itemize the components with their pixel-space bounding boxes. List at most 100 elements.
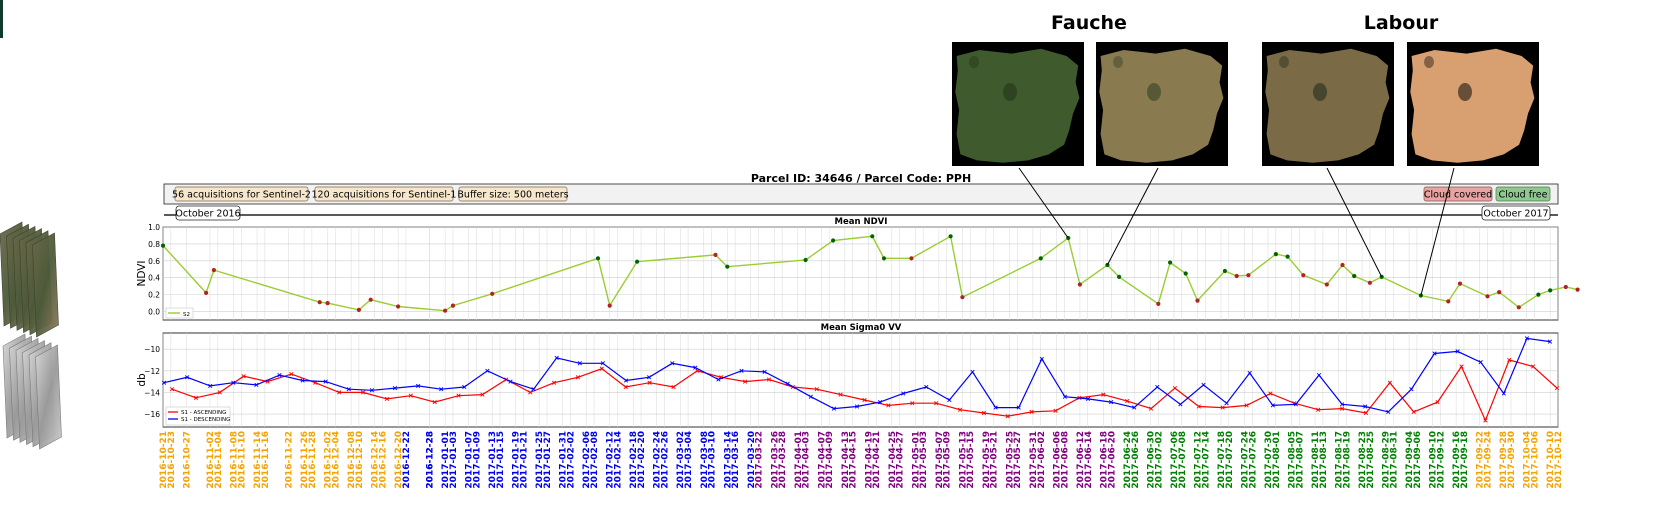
- date-tick-label: 2016-12-02: [324, 431, 334, 489]
- date-tick-label: 2017-08-17: [1335, 431, 1345, 489]
- ndvi-point-cloud-covered: [607, 303, 612, 308]
- sigma-descending-marker: [1547, 339, 1553, 344]
- ndvi-legend-label: S2: [183, 312, 190, 318]
- date-tick-label: 2017-07-06: [1170, 431, 1180, 489]
- sigma-ascending-marker: [408, 393, 413, 398]
- date-tick-label: 2017-01-25: [535, 431, 545, 489]
- sigma-descending-marker: [1132, 405, 1137, 410]
- date-tick-label: 2017-04-21: [872, 431, 882, 489]
- date-tick-label: 2017-01-01: [441, 431, 451, 489]
- ndvi-point-cloud-covered: [1340, 262, 1345, 268]
- ndvi-point-cloud-covered: [960, 295, 965, 300]
- ndvi-point-cloud-covered: [1497, 290, 1502, 295]
- ndvi-point-cloud-free: [595, 256, 601, 261]
- cloud-covered-legend-box: [1423, 186, 1493, 202]
- sigma-descending-marker: [577, 361, 582, 366]
- fauche-image-after: [1096, 42, 1228, 166]
- sigma-ascending-marker: [384, 396, 390, 402]
- date-tick-label: 2017-06-24: [1123, 431, 1133, 489]
- sigma-descending-marker: [485, 368, 490, 373]
- date-tick-label: 2017-01-19: [512, 431, 522, 489]
- date-tick-label: 2017-09-22: [1476, 431, 1486, 489]
- sigma-descending-marker: [854, 404, 860, 409]
- sigma-descending-marker: [1039, 356, 1044, 362]
- ndvi-point-cloud-covered: [1246, 273, 1251, 278]
- sigma-descending-marker: [670, 361, 675, 366]
- ndvi-point-cloud-covered: [1301, 273, 1306, 278]
- date-tick-label: 2017-06-20: [1107, 431, 1117, 489]
- sigma-ascending-marker: [289, 371, 294, 377]
- sigma-ascending-marker: [814, 387, 819, 392]
- sigma-ascending-marker: [217, 390, 222, 395]
- date-tick-label: 2017-09-18: [1460, 431, 1470, 489]
- date-tick-label: 2017-03-10: [708, 431, 718, 489]
- ndvi-point-cloud-covered: [450, 303, 456, 308]
- ndvi-point-cloud-free: [870, 234, 875, 239]
- sigma-descending-marker: [369, 388, 375, 393]
- date-tick-label: 2016-11-14: [253, 431, 263, 489]
- date-tick-label: 2017-05-01: [911, 431, 921, 489]
- ndvi-point-cloud-covered: [713, 252, 718, 257]
- date-tick-label: 2017-03-14: [723, 431, 733, 489]
- ndvi-point-cloud-covered: [211, 268, 216, 273]
- date-tick-label: 2016-12-20: [394, 431, 404, 489]
- date-tick-label: 2017-01-07: [465, 431, 475, 489]
- date-tick-label: 2017-05-15: [966, 431, 976, 489]
- labour-image-before: [1262, 42, 1394, 166]
- date-tick-label: 2017-05-09: [943, 431, 953, 489]
- date-tick-label: 2017-07-02: [1154, 431, 1164, 489]
- date-tick-label: 2017-09-04: [1405, 431, 1415, 489]
- sigma-ascending-marker: [1387, 380, 1392, 385]
- sigma-descending-marker: [646, 375, 652, 380]
- ndvi-point-cloud-covered: [396, 304, 401, 309]
- ndvi-point-cloud-free: [725, 264, 730, 269]
- cloud-free-legend-box: [1495, 186, 1551, 202]
- sigma-descending-marker: [1293, 402, 1299, 407]
- sigma-ascending-marker: [1531, 364, 1536, 369]
- sigma-legend-descending-label: S1 - DESCENDING: [181, 417, 230, 423]
- date-tick-label: 2017-09-06: [1413, 431, 1423, 489]
- date-tick-label: 2016-11-08: [230, 431, 240, 489]
- date-tick-label: 2017-01-21: [520, 431, 530, 489]
- date-tick-label: 2017-10-06: [1531, 431, 1541, 489]
- date-tick-label: 2016-10-27: [183, 431, 193, 489]
- sigma-descending-marker: [208, 383, 213, 389]
- sigma-ascending-marker: [1053, 408, 1058, 413]
- date-tick-label: 2017-10-12: [1554, 431, 1564, 489]
- date-tick-label: 2017-08-01: [1272, 431, 1282, 489]
- date-tick-label: 2017-09-10: [1429, 431, 1439, 489]
- date-tick-label: 2017-04-27: [896, 431, 906, 489]
- sigma-descending-marker: [693, 365, 698, 370]
- sigma-descending-marker: [901, 391, 906, 396]
- ndvi-point-cloud-covered: [204, 290, 209, 295]
- date-tick-label: 2017-02-18: [629, 431, 639, 489]
- ndvi-point-cloud-covered: [317, 300, 322, 305]
- date-tick-label: 2017-06-26: [1131, 431, 1141, 489]
- sigma-descending-marker: [739, 368, 744, 373]
- sigma-descending-marker: [1432, 351, 1437, 356]
- date-tick-label: 2017-08-05: [1288, 431, 1298, 489]
- ndvi-point-cloud-covered: [1563, 284, 1568, 290]
- ndvi-point-cloud-free: [160, 243, 166, 248]
- ndvi-point-cloud-free: [1285, 254, 1290, 259]
- date-tick-label: 2016-12-16: [378, 431, 388, 489]
- date-tick-label: 2016-11-26: [300, 431, 310, 489]
- date-tick-label: 2017-08-31: [1389, 431, 1399, 489]
- sigma-descending-marker: [947, 397, 952, 403]
- sigma-panel-ytick-label: −10: [144, 345, 160, 354]
- date-tick-label: 2017-07-18: [1217, 431, 1227, 489]
- sigma-ascending-marker: [981, 410, 987, 416]
- date-tick-label: 2017-01-13: [488, 431, 498, 489]
- sigma-ascending-marker: [1172, 385, 1178, 391]
- date-tick-label: 2017-02-20: [637, 431, 647, 489]
- ndvi-point-cloud-free: [881, 256, 887, 261]
- date-tick-label: 2017-09-24: [1484, 431, 1494, 489]
- ndvi-point-cloud-covered: [1367, 280, 1372, 285]
- ndvi-point-cloud-covered: [909, 256, 914, 261]
- sigma-ascending-marker: [575, 375, 581, 380]
- date-tick-label: 2017-07-30: [1264, 431, 1274, 489]
- date-tick-label: 2017-02-06: [582, 431, 592, 489]
- sigma-descending-marker: [254, 382, 259, 387]
- sigma-descending-marker: [1478, 360, 1483, 365]
